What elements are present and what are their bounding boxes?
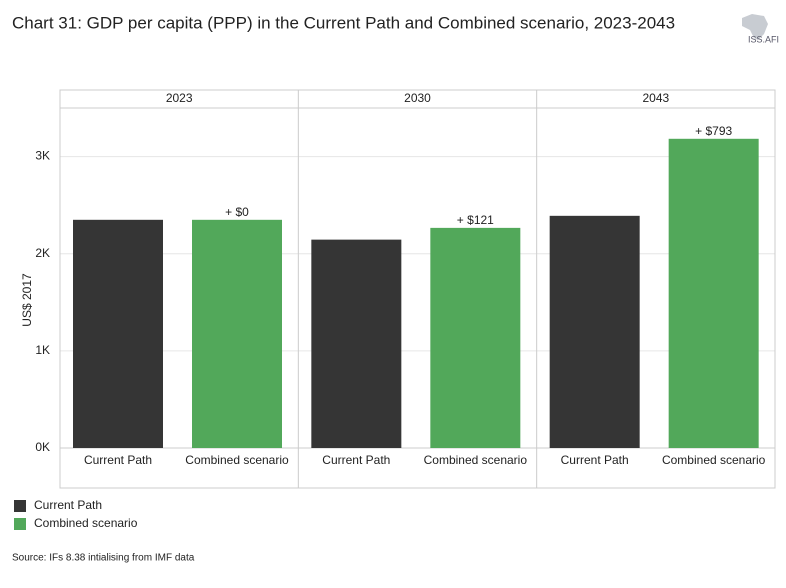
annotation: + $0	[225, 205, 249, 219]
facet-label: 2043	[642, 91, 669, 105]
bar	[311, 239, 402, 448]
annotation: + $121	[457, 213, 494, 227]
y-tick-label: 0K	[35, 440, 50, 454]
x-tick-label: Combined scenario	[662, 453, 766, 467]
annotation: + $793	[695, 124, 732, 138]
x-tick-label: Combined scenario	[185, 453, 289, 467]
logo-map	[742, 14, 768, 40]
bar	[73, 219, 163, 448]
legend-label: Combined scenario	[34, 516, 138, 530]
facet-label: 2030	[404, 91, 431, 105]
y-tick-label: 2K	[35, 246, 50, 260]
y-tick-label: 3K	[35, 149, 50, 163]
legend-swatch	[14, 518, 26, 530]
source: Source: IFs 8.38 intialising from IMF da…	[12, 553, 195, 564]
bar	[668, 138, 759, 448]
logo: ISS.AFI	[748, 34, 779, 44]
legend-swatch	[14, 500, 26, 512]
plot-frame	[59, 89, 776, 489]
bar	[430, 227, 521, 448]
bar	[192, 219, 282, 448]
x-tick-label: Current Path	[84, 453, 152, 467]
facet-label: 2023	[166, 91, 193, 105]
y-tick-label: 1K	[35, 343, 50, 357]
x-tick-label: Current Path	[322, 453, 390, 467]
y-axis-label: US$ 2017	[20, 273, 34, 327]
x-tick-label: Combined scenario	[424, 453, 528, 467]
chart-title: Chart 31: GDP per capita (PPP) in the Cu…	[12, 13, 675, 32]
legend-label: Current Path	[34, 498, 102, 512]
x-tick-label: Current Path	[561, 453, 629, 467]
bar	[549, 215, 640, 448]
